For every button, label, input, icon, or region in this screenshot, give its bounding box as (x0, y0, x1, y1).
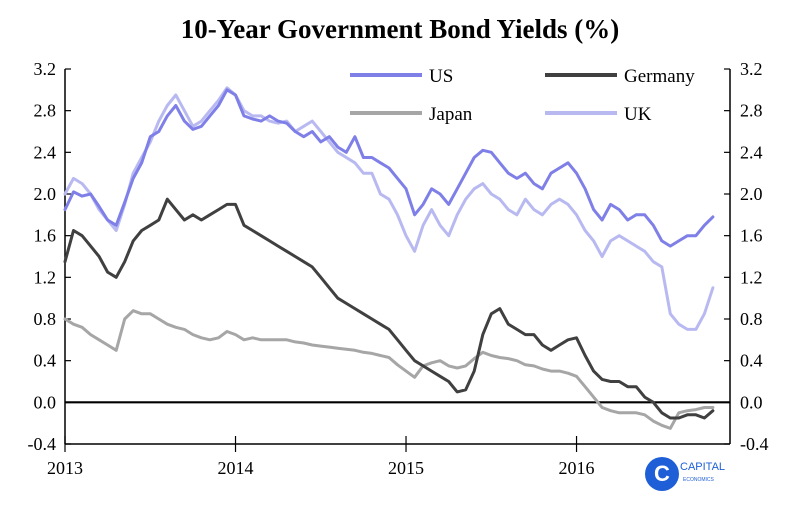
series-lines (63, 86, 715, 430)
series-line-germany (63, 197, 715, 420)
y-tick-label-right: 1.2 (740, 267, 763, 287)
legend-label-us: US (429, 66, 453, 87)
legend-label-germany: Germany (624, 66, 695, 87)
x-tick-label: 2015 (388, 458, 424, 478)
y-tick-label-right: 1.6 (740, 226, 763, 246)
y-tick-label-left: 2.8 (34, 101, 57, 121)
logo-line2: ECONOMICS (683, 477, 715, 483)
y-tick-label-right: -0.4 (740, 434, 769, 454)
y-tick-label-left: -0.4 (28, 434, 57, 454)
y-tick-label-left: 2.0 (34, 184, 57, 204)
legend-label-japan: Japan (429, 104, 473, 125)
capital-economics-logo: C CAPITAL ECONOMICS (645, 457, 725, 491)
x-tick-label: 2013 (47, 458, 83, 478)
y-tick-label-left: 0.8 (34, 309, 57, 329)
legend-label-uk: UK (624, 104, 652, 125)
y-tick-label-left: 1.6 (34, 226, 57, 246)
logo-circle-icon (645, 457, 679, 491)
series-line-us (63, 88, 715, 248)
y-tick-label-right: 2.0 (740, 184, 763, 204)
logo-letter: C (654, 461, 670, 486)
x-tick-label: 2014 (218, 458, 254, 478)
x-tick-label: 2016 (559, 458, 595, 478)
y-tick-label-right: 0.4 (740, 351, 763, 371)
y-tick-label-left: 0.4 (34, 351, 57, 371)
chart-title: 10-Year Government Bond Yields (%) (180, 14, 620, 44)
series-line-uk (63, 86, 715, 331)
legend: US Germany Japan UK (350, 66, 695, 125)
y-tick-label-right: 2.8 (740, 101, 763, 121)
series-line-japan (63, 309, 715, 430)
y-tick-label-left: 2.4 (34, 142, 57, 162)
y-tick-label-right: 0.0 (740, 392, 763, 412)
y-tick-label-left: 3.2 (34, 59, 57, 79)
axes: 3.2 3.2 2.8 2.8 2.4 2.4 2.0 2.0 1.6 1.6 1.2 1.2 0.8 0… (28, 59, 769, 478)
y-tick-label-left: 1.2 (34, 267, 57, 287)
y-tick-label-right: 0.8 (740, 309, 763, 329)
y-tick-label-right: 2.4 (740, 142, 763, 162)
logo-line1: CAPITAL (680, 461, 725, 473)
y-tick-label-left: 0.0 (34, 392, 57, 412)
y-tick-label-right: 3.2 (740, 59, 763, 79)
